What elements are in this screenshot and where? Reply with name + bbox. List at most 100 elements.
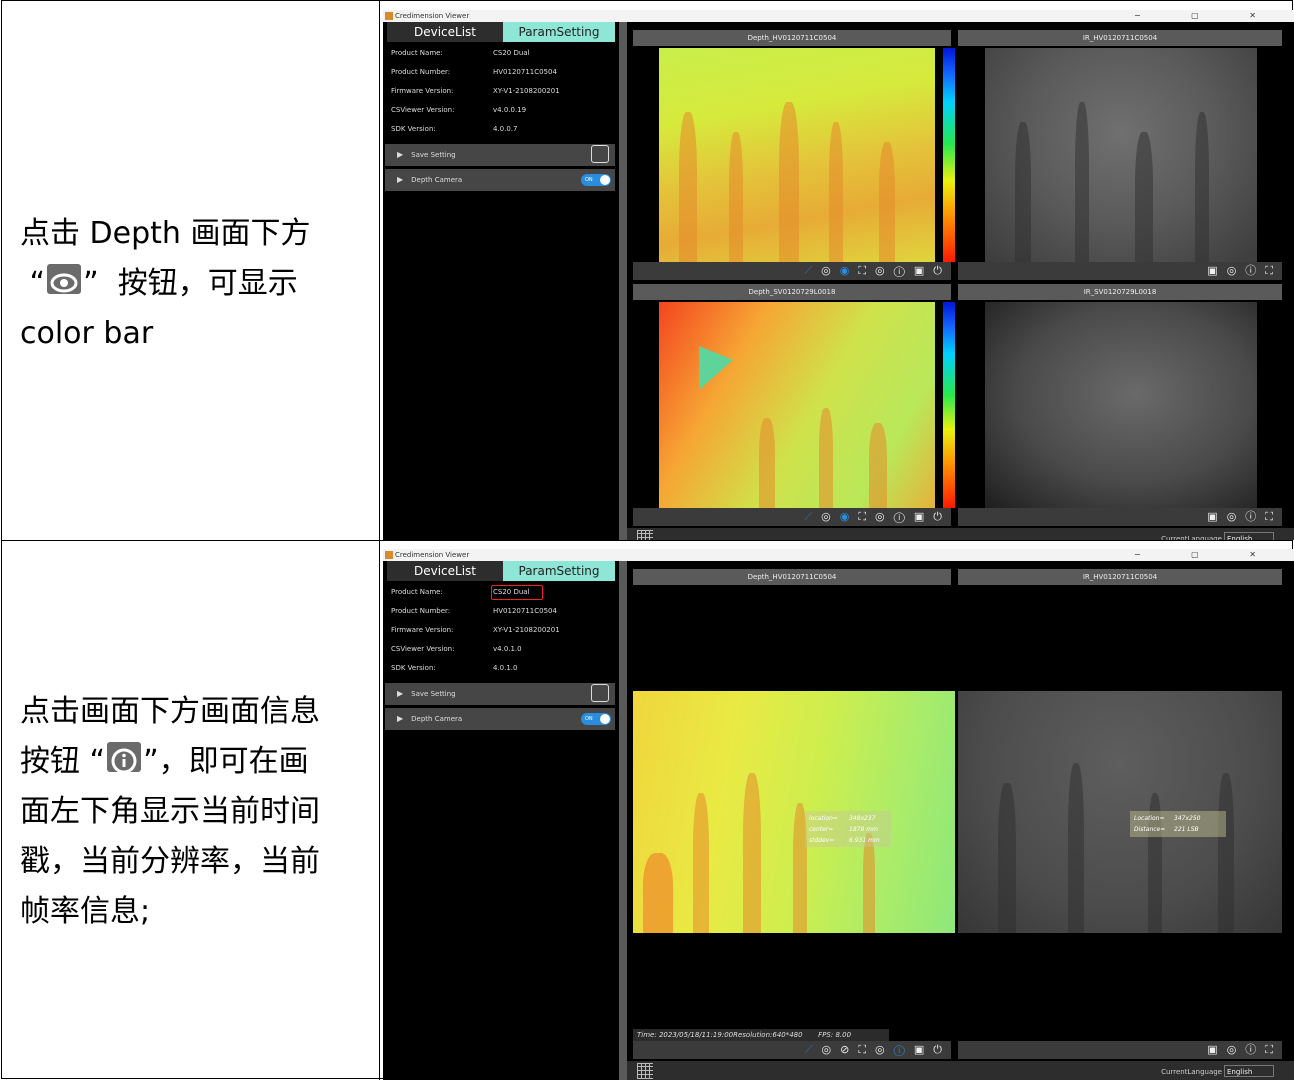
fullscreen-icon[interactable]: ⛶	[1265, 264, 1282, 277]
rotate-icon[interactable]: ◎	[821, 510, 840, 523]
info-icon[interactable]: ⓘ	[1245, 264, 1266, 277]
sidebar: DeviceList ParamSetting Product Name: CS2…	[383, 22, 619, 540]
product-name-value: CS20 Dual	[493, 588, 530, 596]
sdk-version-value: 4.0.0.7	[493, 125, 518, 133]
tab-param-setting[interactable]: ParamSetting	[503, 561, 615, 581]
info-label: SDK Version:	[391, 125, 436, 133]
rotate-icon[interactable]: ◎	[821, 264, 840, 277]
depth-camera-panel[interactable]: ▶ Depth Camera ON	[385, 169, 615, 191]
sdk-version-value: 4.0.1.0	[493, 664, 518, 672]
tab-device-list[interactable]: DeviceList	[387, 22, 503, 42]
description-cell: 点击 Depth 画面下方 “” 按钮，可显示 color bar	[2, 1, 380, 540]
ir-toolbar: ▣◎ⓘ⛶	[958, 508, 1282, 526]
save-icon[interactable]: ▣	[913, 510, 934, 523]
info-icon[interactable]: ⓘ	[893, 1043, 914, 1056]
fullscreen-icon[interactable]: ⛶	[1265, 1043, 1282, 1056]
ir-image	[985, 48, 1257, 262]
info-icon[interactable]: ⓘ	[1245, 510, 1266, 523]
info-icon[interactable]: ⓘ	[893, 510, 914, 523]
tab-param-setting[interactable]: ParamSetting	[503, 22, 615, 42]
language-label: CurrentLanguage	[1161, 535, 1222, 540]
description-cell: 点击画面下方画面信息 按钮 “”，即可在画 面左下角显示当前时间 戳，当前分辨率…	[2, 541, 380, 1080]
grid-layout-icon[interactable]	[637, 530, 653, 540]
desc-line: 点击 Depth 画面下方	[20, 216, 311, 251]
save-setting-panel[interactable]: ▶ Save Setting	[385, 683, 615, 705]
ir-toolbar: ▣◎ⓘ⛶	[958, 1041, 1282, 1059]
window-controls[interactable]: − ▢ ✕	[1133, 11, 1280, 20]
record-icon[interactable]: ◎	[875, 510, 894, 523]
panel-label: Depth Camera	[411, 176, 463, 184]
info-label: SDK Version:	[391, 664, 436, 672]
tab-device-list[interactable]: DeviceList	[387, 561, 503, 581]
save-icon[interactable]	[591, 684, 609, 702]
fullscreen-icon[interactable]: ⛶	[1265, 510, 1282, 523]
video-area: Depth_HV0120711C0504 IR_HV0120711C0504 l…	[627, 561, 1294, 1080]
depth-toolbar: ⟋◎◉⛶◎ⓘ▣⏻	[633, 262, 951, 280]
ir-image: Location= 347x250 Distance= 221 LSB	[958, 691, 1282, 933]
depth-camera-toggle[interactable]: ON	[581, 174, 611, 186]
save-icon[interactable]: ▣	[1207, 264, 1227, 277]
save-setting-panel[interactable]: ▶ Save Setting	[385, 144, 615, 166]
record-icon[interactable]: ◎	[875, 1043, 894, 1056]
language-select[interactable]: English	[1224, 1065, 1274, 1077]
fullscreen-icon[interactable]: ⛶	[858, 1043, 876, 1056]
splitter[interactable]	[619, 22, 627, 540]
pin-icon[interactable]: ⟋	[804, 510, 822, 523]
firmware-version-value: XY-V1-2108200201	[493, 626, 560, 634]
save-icon[interactable]: ▣	[1207, 1043, 1227, 1056]
resolution: 640*480	[772, 1031, 803, 1039]
window-title: Credimension Viewer	[395, 12, 470, 20]
save-icon[interactable]: ▣	[913, 1043, 934, 1056]
depth-camera-toggle[interactable]: ON	[581, 713, 611, 725]
language-selector: CurrentLanguage English	[1161, 1065, 1274, 1078]
timestamp: 2023/05/18/11:19:00	[658, 1031, 734, 1039]
pin-icon[interactable]: ⟋	[804, 264, 822, 277]
info-label: Product Name:	[391, 588, 443, 596]
language-select[interactable]: English	[1224, 532, 1274, 540]
highlight-box	[491, 585, 543, 600]
desc-line: 帧率信息;	[20, 894, 151, 929]
power-icon[interactable]: ⏻	[933, 1043, 951, 1056]
save-icon[interactable]	[591, 145, 609, 163]
window-title: Credimension Viewer	[395, 551, 470, 559]
eye-icon[interactable]: ◉	[839, 510, 859, 523]
eye-off-icon[interactable]: ⊘	[840, 1043, 859, 1056]
fullscreen-icon[interactable]: ⛶	[858, 510, 876, 523]
fullscreen-icon[interactable]: ⛶	[858, 264, 876, 277]
info-icon[interactable]: ⓘ	[1245, 1043, 1266, 1056]
eye-icon[interactable]: ◉	[839, 264, 859, 277]
firmware-version-value: XY-V1-2108200201	[493, 87, 560, 95]
save-icon[interactable]: ▣	[1207, 510, 1227, 523]
ir-image	[985, 302, 1257, 508]
record-icon[interactable]: ◎	[1226, 510, 1246, 523]
table-row: 点击画面下方画面信息 按钮 “”，即可在画 面左下角显示当前时间 戳，当前分辨率…	[2, 541, 1294, 1080]
info-label: CSViewer Version:	[391, 106, 455, 114]
info-icon[interactable]: ⓘ	[893, 264, 914, 277]
power-icon[interactable]: ⏻	[933, 510, 951, 523]
product-name-value: CS20 Dual	[493, 49, 530, 57]
save-icon[interactable]: ▣	[913, 264, 934, 277]
app-icon	[385, 12, 393, 20]
grid-layout-icon[interactable]	[637, 1063, 653, 1079]
splitter[interactable]	[619, 561, 627, 1080]
window-controls[interactable]: − ▢ ✕	[1133, 550, 1280, 559]
desc-text: 按钮，可显示	[117, 266, 298, 301]
eye-icon	[47, 264, 82, 294]
expand-arrow-icon: ▶	[397, 714, 404, 723]
tab-bar: DeviceList ParamSetting	[387, 22, 615, 42]
record-icon[interactable]: ◎	[1226, 1043, 1246, 1056]
power-icon[interactable]: ⏻	[933, 264, 951, 277]
table-row: 点击 Depth 画面下方 “” 按钮，可显示 color bar Credim…	[2, 1, 1294, 541]
record-icon[interactable]: ◎	[875, 264, 894, 277]
sidebar: DeviceList ParamSetting Product Name: CS2…	[383, 561, 619, 1080]
rotate-icon[interactable]: ◎	[821, 1043, 841, 1056]
record-icon[interactable]: ◎	[1226, 264, 1246, 277]
pin-icon[interactable]: ⟋	[804, 1043, 822, 1056]
depth-camera-panel[interactable]: ▶ Depth Camera ON	[385, 708, 615, 730]
view-header: IR_HV0120711C0504	[958, 569, 1282, 585]
depth-image	[659, 48, 935, 262]
info-label: Product Number:	[391, 607, 451, 615]
color-bar	[943, 302, 955, 508]
expand-arrow-icon: ▶	[397, 689, 404, 698]
